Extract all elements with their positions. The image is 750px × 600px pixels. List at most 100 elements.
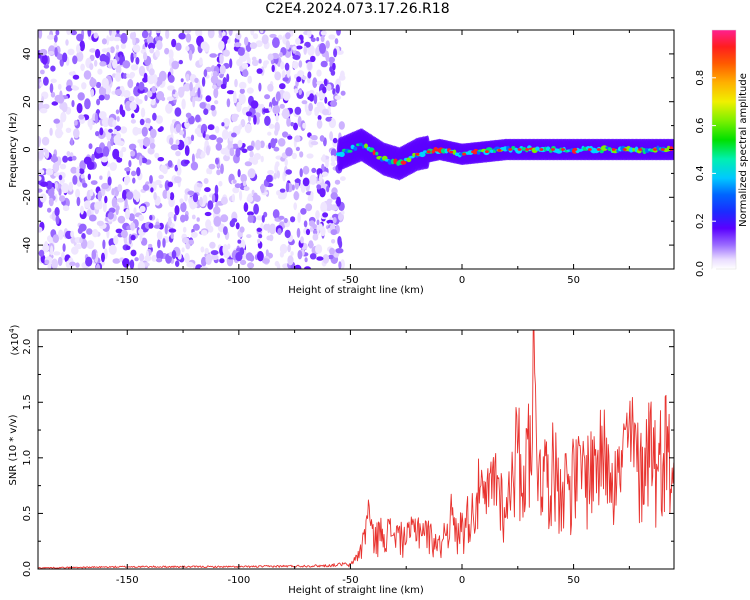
noise-blob bbox=[68, 181, 73, 192]
noise-blob bbox=[174, 164, 179, 172]
noise-blob bbox=[126, 191, 134, 200]
noise-blob bbox=[256, 68, 263, 74]
noise-blob bbox=[94, 59, 98, 67]
y-tick-label: 20 bbox=[22, 95, 33, 108]
noise-blob bbox=[76, 196, 81, 207]
noise-blob bbox=[98, 94, 105, 101]
noise-blob bbox=[162, 238, 166, 248]
noise-blob bbox=[42, 243, 50, 253]
noise-blob bbox=[65, 127, 72, 133]
noise-blob bbox=[140, 107, 146, 118]
noise-blob bbox=[201, 229, 208, 236]
noise-blob bbox=[128, 143, 137, 150]
noise-blob bbox=[130, 119, 136, 124]
noise-blob bbox=[210, 75, 219, 84]
noise-blob bbox=[277, 228, 282, 235]
noise-blob bbox=[84, 200, 91, 209]
noise-blob bbox=[130, 150, 136, 157]
noise-blob bbox=[180, 78, 184, 83]
noise-blob bbox=[187, 43, 195, 55]
noise-blob bbox=[240, 259, 247, 266]
noise-blob bbox=[138, 81, 145, 91]
colorbar-tick-label: 0.8 bbox=[695, 70, 706, 86]
figure-title: C2E4.2024.073.17.26.R18 bbox=[265, 1, 450, 17]
noise-blob bbox=[149, 214, 153, 221]
spectrogram-noise-blobs bbox=[38, 30, 346, 269]
noise-blob bbox=[307, 71, 312, 79]
noise-blob bbox=[235, 147, 241, 158]
noise-blob bbox=[196, 183, 203, 188]
noise-blob bbox=[156, 80, 161, 87]
signal-band-core bbox=[372, 149, 376, 156]
noise-blob bbox=[184, 252, 190, 264]
noise-blob bbox=[120, 126, 128, 134]
noise-blob bbox=[186, 261, 195, 268]
noise-blob bbox=[319, 42, 326, 54]
noise-blob bbox=[220, 83, 227, 90]
noise-blob bbox=[215, 157, 219, 165]
noise-blob bbox=[219, 258, 225, 264]
noise-blob bbox=[331, 239, 336, 244]
noise-blob bbox=[112, 58, 118, 69]
noise-blob bbox=[108, 128, 113, 133]
noise-blob bbox=[267, 131, 272, 136]
noise-blob bbox=[332, 217, 337, 224]
noise-blob bbox=[122, 60, 131, 69]
noise-blob bbox=[203, 178, 209, 184]
noise-blob bbox=[246, 145, 254, 151]
noise-blob bbox=[316, 219, 320, 226]
noise-blob bbox=[169, 192, 175, 201]
noise-blob bbox=[264, 94, 271, 100]
noise-blob bbox=[211, 193, 216, 203]
noise-blob bbox=[305, 228, 311, 236]
noise-blob bbox=[195, 83, 199, 92]
noise-blob bbox=[204, 187, 211, 193]
noise-blob bbox=[106, 35, 110, 46]
noise-blob bbox=[328, 254, 334, 260]
colorbar-tick-label: 0.4 bbox=[695, 165, 706, 181]
noise-blob bbox=[253, 114, 257, 125]
noise-blob bbox=[110, 46, 115, 54]
noise-blob bbox=[149, 47, 155, 54]
noise-blob bbox=[102, 239, 106, 250]
noise-blob bbox=[191, 214, 196, 220]
noise-blob bbox=[338, 261, 342, 269]
noise-blob bbox=[76, 166, 80, 176]
noise-blob bbox=[120, 32, 128, 44]
noise-blob bbox=[175, 42, 182, 51]
noise-blob bbox=[246, 87, 254, 94]
noise-blob bbox=[273, 146, 280, 152]
noise-blob bbox=[193, 96, 202, 102]
snr-xlabel: Height of straight line (km) bbox=[288, 585, 424, 596]
noise-blob bbox=[41, 136, 50, 146]
noise-blob bbox=[205, 66, 213, 72]
noise-blob bbox=[166, 190, 171, 201]
spectrogram-plot-area bbox=[38, 30, 674, 269]
noise-blob bbox=[323, 78, 328, 87]
noise-blob bbox=[98, 86, 107, 97]
noise-blob bbox=[99, 175, 103, 180]
noise-blob bbox=[69, 261, 76, 267]
signal-band-core bbox=[669, 146, 674, 152]
noise-blob bbox=[80, 63, 85, 71]
noise-blob bbox=[197, 87, 201, 98]
noise-blob bbox=[51, 101, 59, 106]
noise-blob bbox=[139, 232, 143, 242]
noise-blob bbox=[158, 174, 164, 180]
noise-blob bbox=[247, 211, 254, 216]
noise-blob bbox=[133, 207, 137, 215]
noise-blob bbox=[195, 30, 201, 37]
noise-blob bbox=[277, 138, 286, 147]
noise-blob bbox=[86, 209, 92, 217]
noise-blob bbox=[177, 158, 181, 170]
noise-blob bbox=[38, 175, 42, 181]
noise-blob bbox=[185, 73, 190, 82]
noise-blob bbox=[211, 254, 219, 261]
noise-blob bbox=[107, 176, 112, 186]
noise-blob bbox=[216, 169, 221, 176]
noise-blob bbox=[303, 45, 308, 56]
noise-blob bbox=[185, 45, 190, 52]
noise-blob bbox=[304, 102, 308, 113]
x-tick-label: -50 bbox=[342, 575, 358, 586]
noise-blob bbox=[187, 190, 195, 195]
